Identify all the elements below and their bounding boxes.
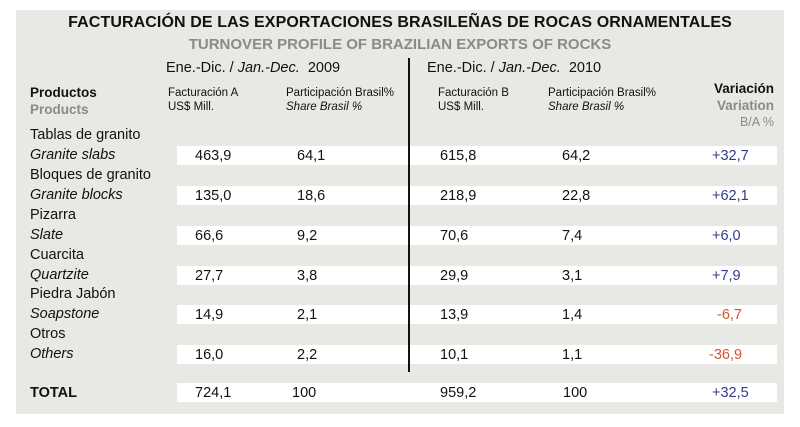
facturacion-b-cell: 10,1 (440, 347, 469, 363)
facturacion-a-cell: 14,9 (195, 307, 224, 323)
header-participacion-b: Participación Brasil% Share Brasil % (548, 87, 657, 113)
row-band (177, 266, 777, 285)
total-label: TOTAL (30, 385, 77, 401)
total-variation: +32,5 (712, 385, 749, 401)
share-a-cell: 64,1 (297, 148, 326, 164)
period-2009: Ene.-Dic. / Jan.-Dec. 2009 (166, 60, 341, 76)
share-a-cell: 18,6 (297, 188, 326, 204)
header-facturacion-b: Facturación B US$ Mill. (438, 87, 509, 113)
variation-cell: +32,7 (712, 148, 749, 164)
variation-cell: +6,0 (712, 228, 741, 244)
period-divider (408, 58, 410, 372)
product-es-name: Cuarcita (30, 247, 84, 263)
facturacion-a-cell: 463,9 (195, 148, 232, 164)
facturacion-b-cell: 70,6 (440, 228, 469, 244)
row-band (177, 226, 777, 245)
total-facturacion-a: 724,1 (195, 385, 232, 401)
share-b-cell: 1,4 (562, 307, 583, 323)
facturacion-b-cell: 615,8 (440, 148, 477, 164)
share-a-cell: 3,8 (297, 268, 318, 284)
product-en-name: Quartzite (30, 267, 89, 283)
share-a-cell: 2,1 (297, 307, 318, 323)
total-facturacion-b: 959,2 (440, 385, 477, 401)
product-en-name: Slate (30, 227, 64, 243)
product-en-name: Soapstone (30, 306, 100, 322)
share-a-cell: 2,2 (297, 347, 318, 363)
product-es-name: Piedra Jabón (30, 286, 116, 302)
product-es-name: Bloques de granito (30, 167, 151, 183)
header-productos: Productos Products (30, 85, 97, 117)
table-subtitle: TURNOVER PROFILE OF BRAZILIAN EXPORTS OF… (188, 36, 612, 53)
share-b-cell: 22,8 (562, 188, 591, 204)
period-2010: Ene.-Dic. / Jan.-Dec. 2010 (427, 60, 602, 76)
facturacion-b-cell: 218,9 (440, 188, 477, 204)
table-title: FACTURACIÓN DE LAS EXPORTACIONES BRASILE… (68, 14, 732, 31)
total-share-b: 100 (563, 385, 588, 401)
row-band (177, 383, 777, 402)
share-b-cell: 64,2 (562, 148, 591, 164)
product-en-name: Granite slabs (30, 147, 116, 163)
facturacion-a-cell: 27,7 (195, 268, 224, 284)
row-band (177, 345, 777, 364)
product-es-name: Otros (30, 326, 66, 342)
row-band (177, 146, 777, 165)
facturacion-a-cell: 16,0 (195, 347, 224, 363)
product-en-name: Granite blocks (30, 187, 123, 203)
variation-cell: +62,1 (712, 188, 749, 204)
total-share-a: 100 (292, 385, 317, 401)
share-b-cell: 3,1 (562, 268, 583, 284)
facturacion-a-cell: 135,0 (195, 188, 232, 204)
variation-cell: -36,9 (709, 347, 743, 363)
share-b-cell: 7,4 (562, 228, 583, 244)
row-band (177, 305, 777, 324)
facturacion-b-cell: 29,9 (440, 268, 469, 284)
share-a-cell: 9,2 (297, 228, 318, 244)
share-b-cell: 1,1 (562, 347, 583, 363)
header-facturacion-a: Facturación A US$ Mill. (168, 87, 239, 113)
product-en-name: Others (30, 346, 74, 362)
product-es-name: Pizarra (30, 207, 76, 223)
facturacion-a-cell: 66,6 (195, 228, 224, 244)
row-band (177, 186, 777, 205)
facturacion-b-cell: 13,9 (440, 307, 469, 323)
variation-cell: +7,9 (712, 268, 741, 284)
header-variacion: Variación Variation B/A % (713, 81, 774, 129)
header-participacion-a: Participación Brasil% Share Brasil % (286, 87, 395, 113)
variation-cell: -6,7 (717, 307, 742, 323)
product-es-name: Tablas de granito (30, 127, 141, 143)
